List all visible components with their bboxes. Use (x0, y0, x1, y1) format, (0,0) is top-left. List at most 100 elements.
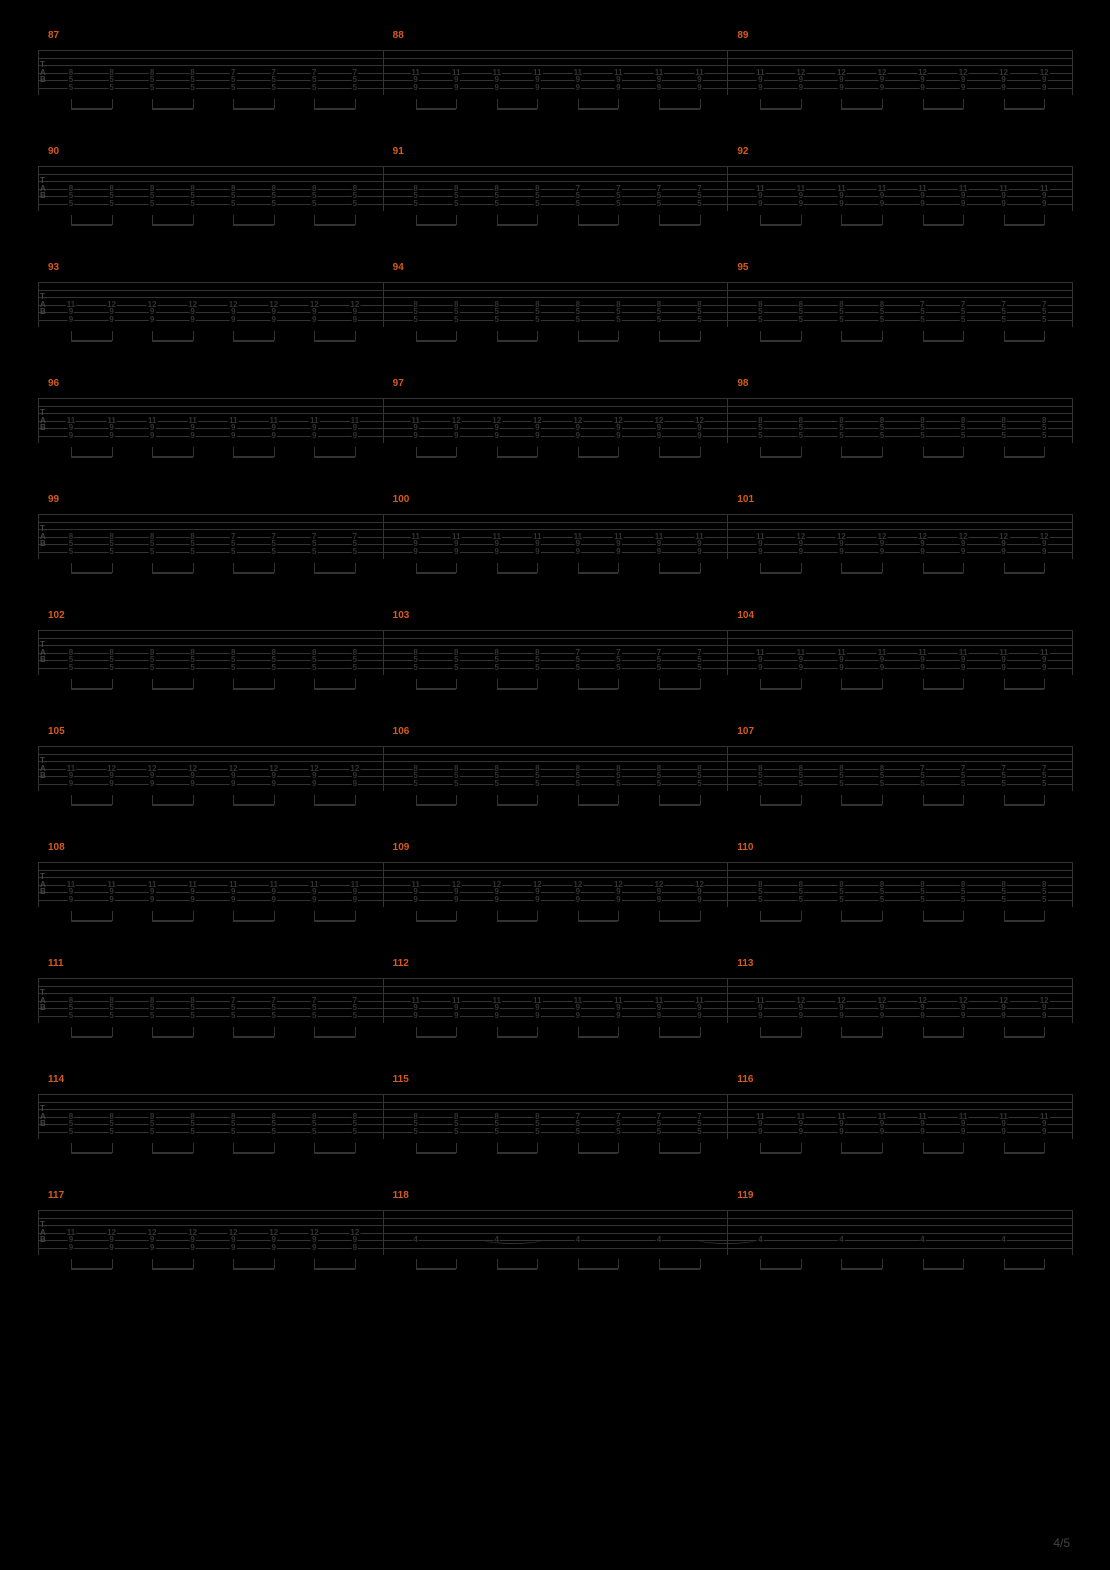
note-stem (700, 911, 701, 921)
staff-line (38, 862, 1072, 863)
beam (760, 1036, 801, 1038)
fret-number: 5 (1000, 316, 1006, 324)
note-stem (456, 795, 457, 805)
tab-staff: TAB1199119911991199119911991199119911991… (38, 398, 1072, 443)
fret-number: 9 (757, 1128, 763, 1136)
fret-number: 5 (149, 84, 155, 92)
note-stem (537, 1143, 538, 1153)
beam (760, 340, 801, 342)
fret-number: 9 (230, 896, 236, 904)
fret-number: 5 (919, 432, 925, 440)
fret-number: 9 (311, 896, 317, 904)
beam (71, 456, 112, 458)
staff-line (38, 1102, 1072, 1103)
note-stem (963, 911, 964, 921)
fret-number: 5 (879, 432, 885, 440)
note-stem (355, 1027, 356, 1037)
beam (314, 456, 355, 458)
beam (152, 108, 193, 110)
fret-number: 9 (494, 1012, 500, 1020)
staff-line (38, 986, 1072, 987)
note-stem (112, 563, 113, 573)
fret-number: 9 (311, 1244, 317, 1252)
measure-number: 118 (393, 1190, 409, 1201)
note-stem (112, 215, 113, 225)
measure-number: 110 (737, 842, 753, 853)
note-stem (355, 1143, 356, 1153)
fret-number: 9 (1041, 548, 1047, 556)
fret-number: 9 (189, 1244, 195, 1252)
note-stem (882, 1259, 883, 1269)
note-stem (193, 1259, 194, 1269)
barline (1072, 630, 1073, 675)
fret-number: 5 (412, 316, 418, 324)
fret-number: 5 (271, 1012, 277, 1020)
note-stem (963, 331, 964, 341)
note-stem (355, 99, 356, 109)
fret-number: 9 (149, 1244, 155, 1252)
fret-number: 5 (838, 316, 844, 324)
note-stem (537, 795, 538, 805)
barline (727, 166, 728, 211)
beam (659, 1152, 700, 1154)
beam (71, 1268, 112, 1270)
fret-number: 5 (453, 664, 459, 672)
beam (841, 1152, 882, 1154)
measure-number: 109 (393, 842, 410, 853)
barline (1072, 166, 1073, 211)
fret-number: 9 (656, 84, 662, 92)
beam (497, 1036, 538, 1038)
note-stem (456, 1143, 457, 1153)
fret-number: 9 (575, 1012, 581, 1020)
fret-number: 9 (108, 896, 114, 904)
measure-number: 99 (48, 494, 59, 505)
note-stem (193, 1143, 194, 1153)
note-stem (963, 795, 964, 805)
staff-line (38, 406, 1072, 407)
fret-number: 5 (412, 664, 418, 672)
note-stem (1044, 679, 1045, 689)
barline (38, 1094, 39, 1139)
tab-clef-label: TAB (40, 1105, 46, 1128)
fret-number: 5 (149, 200, 155, 208)
beam (923, 920, 964, 922)
note-stem (801, 331, 802, 341)
beam (497, 224, 538, 226)
note-stem (1044, 99, 1045, 109)
fret-number: 9 (311, 432, 317, 440)
fret-number: 5 (534, 780, 540, 788)
barline (727, 978, 728, 1023)
note-stem (700, 679, 701, 689)
beam (1004, 804, 1045, 806)
note-stem (456, 1027, 457, 1037)
tab-system: 939495TAB1199129912991299129912991299129… (30, 262, 1080, 340)
beam (497, 1268, 538, 1270)
note-stem (274, 215, 275, 225)
note-stem (1044, 1143, 1045, 1153)
note-stem (882, 447, 883, 457)
note-stem (882, 679, 883, 689)
fret-number: 5 (352, 664, 358, 672)
fret-number: 9 (149, 432, 155, 440)
fret-number: 9 (656, 548, 662, 556)
measure-number: 97 (393, 378, 404, 389)
tab-system: 878889TAB8558558558557557557557551199119… (30, 30, 1080, 108)
fret-number: 9 (1041, 664, 1047, 672)
barline (727, 630, 728, 675)
note-stem (882, 99, 883, 109)
beam (923, 1152, 964, 1154)
note-stem (618, 1259, 619, 1269)
tab-staff: TAB1199129912991299129912991299129944444… (38, 1210, 1072, 1255)
beam (314, 1152, 355, 1154)
fret-number: 9 (838, 200, 844, 208)
measure-number: 111 (48, 958, 64, 969)
fret-number: 5 (311, 1128, 317, 1136)
note-stem (274, 331, 275, 341)
note-stem (274, 563, 275, 573)
fret-number: 9 (1000, 1012, 1006, 1020)
note-stem (963, 1259, 964, 1269)
fret-number: 5 (1041, 780, 1047, 788)
fret-number: 5 (352, 1128, 358, 1136)
note-stem (355, 795, 356, 805)
beam (578, 340, 619, 342)
